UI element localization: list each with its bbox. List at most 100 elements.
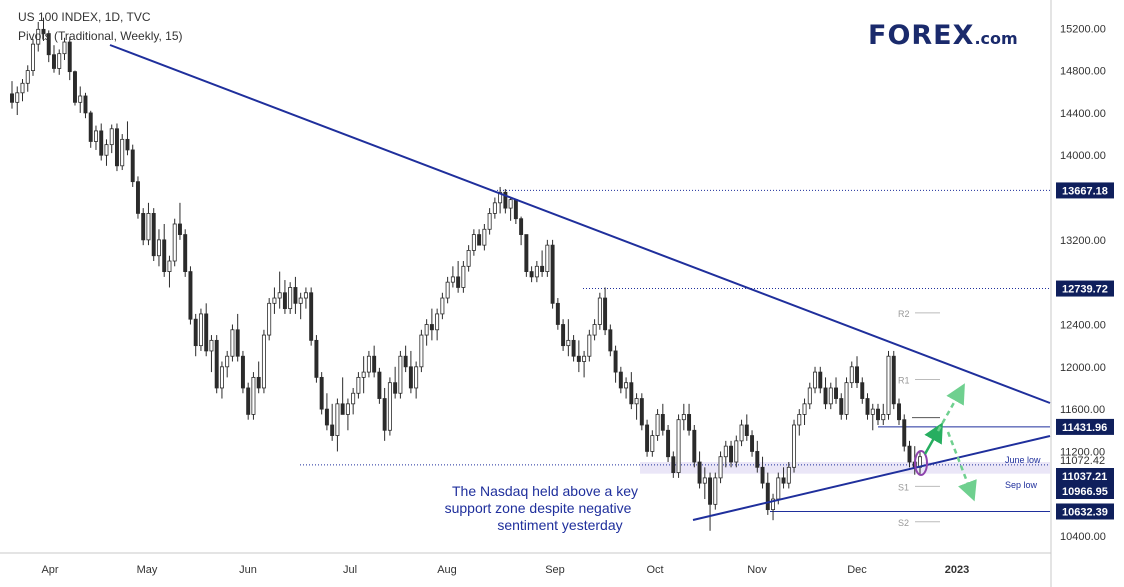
bullish-target-arrow xyxy=(936,383,965,432)
x-tick-label: Jul xyxy=(343,564,357,576)
level-label: June low xyxy=(1005,455,1041,465)
indicator-label: Pivots (Traditional, Weekly, 15) xyxy=(18,29,183,43)
candle-body xyxy=(450,276,455,283)
candle-body xyxy=(655,414,660,436)
candle-body xyxy=(267,302,272,336)
pivot-label: S2 xyxy=(898,518,909,528)
logo-text: FOREX xyxy=(868,20,975,51)
candle-body xyxy=(293,287,298,304)
y-tick-label: 11600.00 xyxy=(1060,404,1105,416)
bullish-arrow xyxy=(923,422,943,455)
candle-body xyxy=(597,297,602,325)
candle-body xyxy=(387,382,392,431)
candle-body xyxy=(151,213,156,257)
highlight-circle xyxy=(914,450,928,476)
price-label-box xyxy=(1056,418,1114,435)
candle-body xyxy=(372,355,377,373)
candle-body xyxy=(277,292,282,299)
candle-body xyxy=(99,130,104,156)
candle-body xyxy=(828,387,833,405)
candle-body xyxy=(771,498,776,511)
price-label-box xyxy=(1056,280,1114,297)
candle-body xyxy=(692,429,697,463)
price-label-text: 13667.18 xyxy=(1062,185,1108,197)
candle-body xyxy=(356,376,361,394)
candle-body xyxy=(146,213,151,241)
candle-body xyxy=(713,477,718,505)
candle-body xyxy=(477,234,482,246)
candle-body xyxy=(62,41,67,55)
candle-body xyxy=(760,466,765,484)
candle-body xyxy=(587,334,592,357)
y-tick-label: 11200.00 xyxy=(1060,446,1105,458)
candle-body xyxy=(256,376,261,389)
candle-body xyxy=(471,234,476,251)
candle-body xyxy=(881,414,886,421)
x-tick-label: Nov xyxy=(747,564,767,576)
candle-body xyxy=(361,371,366,378)
candle-body xyxy=(650,435,655,452)
candle-body xyxy=(298,297,303,304)
x-tick-label: Dec xyxy=(847,564,867,576)
candle-body xyxy=(508,199,513,209)
candle-body xyxy=(25,70,30,84)
annotation-line: The Nasdaq held above a key xyxy=(452,483,638,499)
candle-body xyxy=(414,366,419,389)
candle-body xyxy=(492,202,497,214)
candle-body xyxy=(671,456,676,473)
candle-body xyxy=(235,329,240,357)
candle-body xyxy=(823,387,828,405)
candle-body xyxy=(177,223,182,235)
candle-body xyxy=(288,287,293,310)
candle-body xyxy=(897,403,901,421)
candle-body xyxy=(204,313,209,352)
candle-body xyxy=(776,477,781,500)
trendlines xyxy=(109,44,1051,521)
candle-body xyxy=(666,429,671,458)
candle-body xyxy=(708,477,713,505)
candle-body xyxy=(718,456,723,479)
x-tick-label: Apr xyxy=(41,564,58,576)
y-tick-label: 14800.00 xyxy=(1060,66,1106,78)
candle-body xyxy=(209,339,214,352)
candle-body xyxy=(240,355,245,389)
candle-body xyxy=(681,414,686,421)
candle-body xyxy=(351,392,356,405)
candle-body xyxy=(676,419,681,473)
candle-body xyxy=(687,414,692,431)
candle-body xyxy=(261,334,266,389)
candle-body xyxy=(765,482,770,511)
pivot-label: S1 xyxy=(898,482,909,492)
candle-body xyxy=(20,82,25,94)
candle-body xyxy=(456,276,461,288)
candle-body xyxy=(802,403,807,415)
candle-body xyxy=(67,41,72,73)
candle-body xyxy=(419,334,424,368)
x-tick-label: Aug xyxy=(437,564,457,576)
candle-body xyxy=(309,292,314,341)
candle-body xyxy=(566,339,571,347)
price-label-box xyxy=(1056,483,1114,499)
candle-body xyxy=(31,43,35,71)
candle-body xyxy=(366,355,371,373)
candle-body xyxy=(786,466,791,484)
candle-body xyxy=(377,371,382,399)
candle-body xyxy=(36,28,41,45)
candle-body xyxy=(225,355,230,368)
candle-body xyxy=(466,250,471,267)
candle-body xyxy=(15,92,20,103)
candle-body xyxy=(755,451,760,468)
candle-body xyxy=(193,318,198,347)
candle-body xyxy=(818,371,823,389)
price-label-box xyxy=(1056,503,1114,520)
price-label-text: 10632.39 xyxy=(1062,506,1108,518)
ascending-trendline xyxy=(692,435,1051,521)
candle-body xyxy=(629,382,634,405)
candle-body xyxy=(104,144,109,156)
candle-body xyxy=(555,302,560,325)
candle-body xyxy=(860,382,865,399)
candle-body xyxy=(120,138,125,167)
candle-body xyxy=(870,408,875,415)
candle-body xyxy=(750,435,755,452)
